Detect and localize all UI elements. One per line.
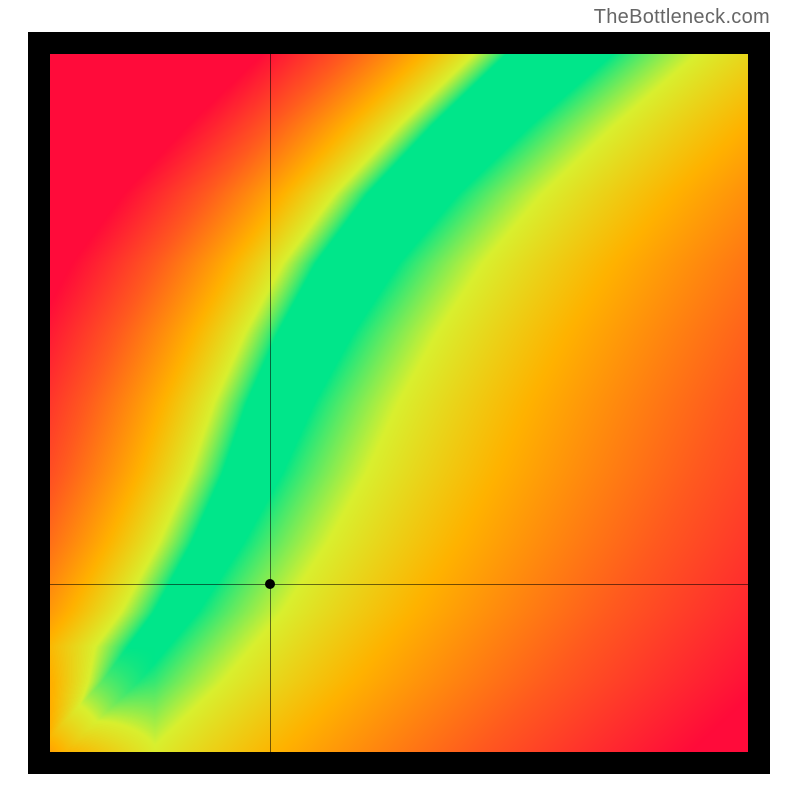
crosshair-vertical [270,54,271,752]
heatmap-canvas [50,54,748,752]
plot-area [50,54,748,752]
plot-frame [28,32,770,774]
crosshair-marker [265,579,275,589]
watermark-text: TheBottleneck.com [594,6,770,29]
chart-container: TheBottleneck.com [0,0,800,800]
crosshair-horizontal [50,584,748,585]
